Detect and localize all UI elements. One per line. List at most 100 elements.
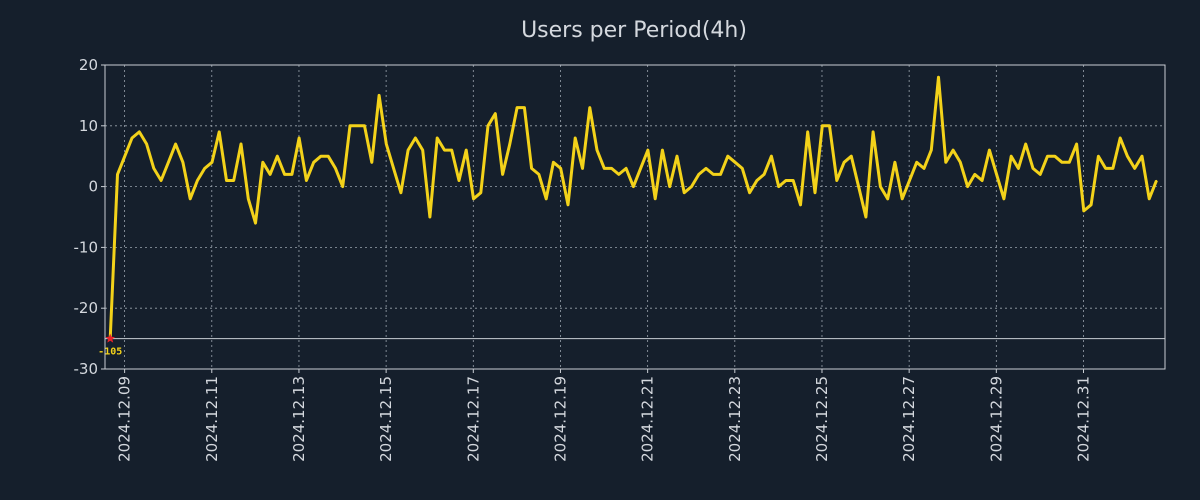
data-point xyxy=(865,216,867,218)
data-point xyxy=(276,155,278,157)
x-tick-label: 2024.12.29 xyxy=(987,376,1005,462)
data-point xyxy=(683,192,685,194)
data-point xyxy=(814,192,816,194)
data-point xyxy=(908,179,911,182)
data-point xyxy=(611,167,613,169)
data-point xyxy=(211,161,213,163)
x-tick-label: 2024.12.25 xyxy=(813,376,831,462)
grid xyxy=(105,65,1165,369)
data-point xyxy=(1112,167,1114,169)
data-point xyxy=(828,125,831,127)
data-point xyxy=(589,107,591,109)
x-tick-label: 2024.12.11 xyxy=(203,376,221,462)
data-point xyxy=(727,155,729,157)
data-point xyxy=(1105,167,1107,169)
data-point xyxy=(545,198,547,200)
data-point xyxy=(1017,167,1020,169)
data-point xyxy=(1134,167,1136,169)
data-point xyxy=(1155,179,1158,182)
data-point xyxy=(240,143,242,145)
data-point xyxy=(749,192,751,194)
data-point xyxy=(996,173,998,175)
data-point xyxy=(901,198,903,200)
data-point xyxy=(778,186,780,188)
data-point xyxy=(959,161,961,163)
data-point xyxy=(334,167,337,169)
data-point xyxy=(872,131,874,133)
data-point xyxy=(661,149,664,151)
data-point xyxy=(640,167,642,169)
data-point xyxy=(1090,204,1092,206)
data-point xyxy=(327,155,329,157)
data-point xyxy=(385,143,387,145)
data-point xyxy=(741,167,743,169)
data-point xyxy=(937,76,940,78)
x-tick-label: 2024.12.09 xyxy=(116,376,134,462)
data-point xyxy=(313,161,315,163)
data-point xyxy=(509,143,511,145)
data-point xyxy=(567,204,569,206)
data-point xyxy=(799,204,802,206)
data-point xyxy=(531,167,533,169)
data-point xyxy=(523,107,526,109)
data-point xyxy=(429,216,431,218)
data-point xyxy=(618,173,620,175)
data-point xyxy=(487,125,489,127)
data-point xyxy=(233,179,235,182)
data-point xyxy=(712,173,714,175)
data-point xyxy=(843,161,845,163)
data-point xyxy=(894,161,896,163)
data-point xyxy=(734,161,736,163)
data-point xyxy=(836,179,838,182)
data-point xyxy=(807,131,809,133)
data-point xyxy=(923,167,925,169)
x-tick-label: 2024.12.13 xyxy=(290,376,308,462)
x-tick-label: 2024.12.21 xyxy=(639,376,657,462)
y-tick-label: -30 xyxy=(74,360,99,378)
data-point xyxy=(574,137,576,139)
data-point xyxy=(472,198,475,200)
data-point xyxy=(305,179,307,182)
data-point xyxy=(458,179,460,182)
data-point xyxy=(436,137,438,139)
data-point xyxy=(1032,167,1034,169)
data-point xyxy=(792,179,794,182)
data-point xyxy=(131,137,133,139)
data-point xyxy=(284,173,286,175)
data-point xyxy=(1126,155,1128,157)
data-point xyxy=(291,173,293,175)
data-point xyxy=(349,125,351,127)
data-point xyxy=(952,149,954,151)
data-point xyxy=(1054,155,1056,157)
data-point xyxy=(1148,198,1150,200)
data-point xyxy=(1039,173,1041,175)
data-point xyxy=(502,173,504,175)
data-point xyxy=(1003,198,1005,200)
data-point xyxy=(974,173,976,175)
data-point xyxy=(146,143,148,145)
data-point xyxy=(719,173,722,175)
data-point xyxy=(654,198,656,200)
data-point xyxy=(930,149,932,151)
data-point xyxy=(669,186,671,188)
data-point xyxy=(371,161,373,163)
series-points xyxy=(109,76,1158,340)
y-tick-label: 20 xyxy=(79,56,98,74)
min-marker-label: -105 xyxy=(98,347,122,358)
chart-title: Users per Period(4h) xyxy=(521,18,747,43)
data-point xyxy=(320,155,322,157)
data-point xyxy=(981,179,983,182)
data-point xyxy=(269,173,271,175)
data-point xyxy=(451,149,453,151)
data-point xyxy=(756,179,758,182)
data-point xyxy=(218,131,220,133)
data-point xyxy=(967,186,969,188)
data-point xyxy=(821,125,823,127)
data-point xyxy=(988,149,991,151)
data-point xyxy=(887,198,889,200)
data-point xyxy=(414,137,416,139)
y-tick-label: -10 xyxy=(74,238,99,256)
data-point xyxy=(116,173,119,175)
data-point xyxy=(625,167,627,169)
data-point xyxy=(676,155,678,157)
